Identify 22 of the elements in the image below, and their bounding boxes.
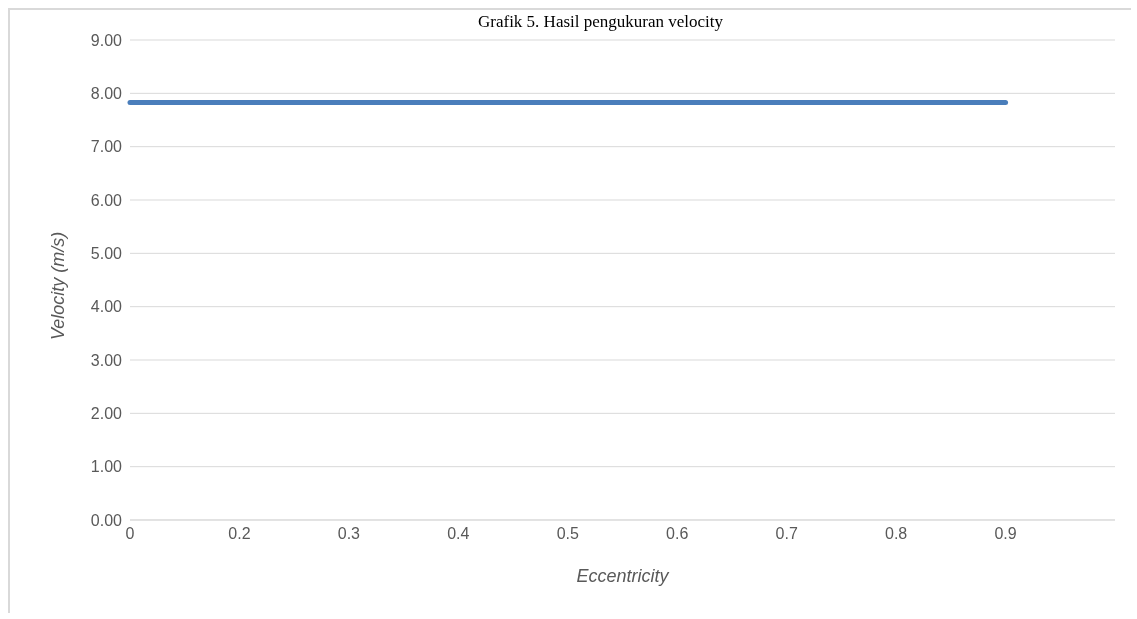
x-tick-label: 0.8 bbox=[884, 525, 908, 543]
y-axis-title: Velocity (m/s) bbox=[48, 231, 69, 340]
y-tick-label: 3.00 bbox=[90, 351, 123, 369]
y-tick-label: 6.00 bbox=[90, 191, 123, 209]
x-tick-label: 0.2 bbox=[228, 525, 251, 543]
y-tick-label: 1.00 bbox=[90, 458, 123, 476]
x-tick-label: 0.5 bbox=[556, 525, 579, 543]
x-tick-label: 0.3 bbox=[337, 525, 361, 543]
y-tick-label: 9.00 bbox=[90, 31, 123, 49]
y-tick-label: 8.00 bbox=[90, 85, 123, 103]
y-tick-label: 0.00 bbox=[90, 511, 123, 529]
y-tick-label: 2.00 bbox=[90, 405, 123, 423]
x-tick-label: 0.7 bbox=[775, 525, 798, 543]
y-tick-label: 4.00 bbox=[90, 298, 123, 316]
x-tick-label: 0 bbox=[125, 525, 135, 543]
y-tick-label: 5.00 bbox=[90, 245, 123, 263]
x-tick-label: 0.6 bbox=[666, 525, 689, 543]
x-axis-title: Eccentricity bbox=[576, 566, 670, 586]
x-tick-label: 0.4 bbox=[447, 525, 470, 543]
y-tick-label: 7.00 bbox=[90, 138, 123, 156]
chart-title: Grafik 5. Hasil pengukuran velocity bbox=[477, 12, 724, 32]
x-tick-label: 0.9 bbox=[994, 525, 1017, 543]
